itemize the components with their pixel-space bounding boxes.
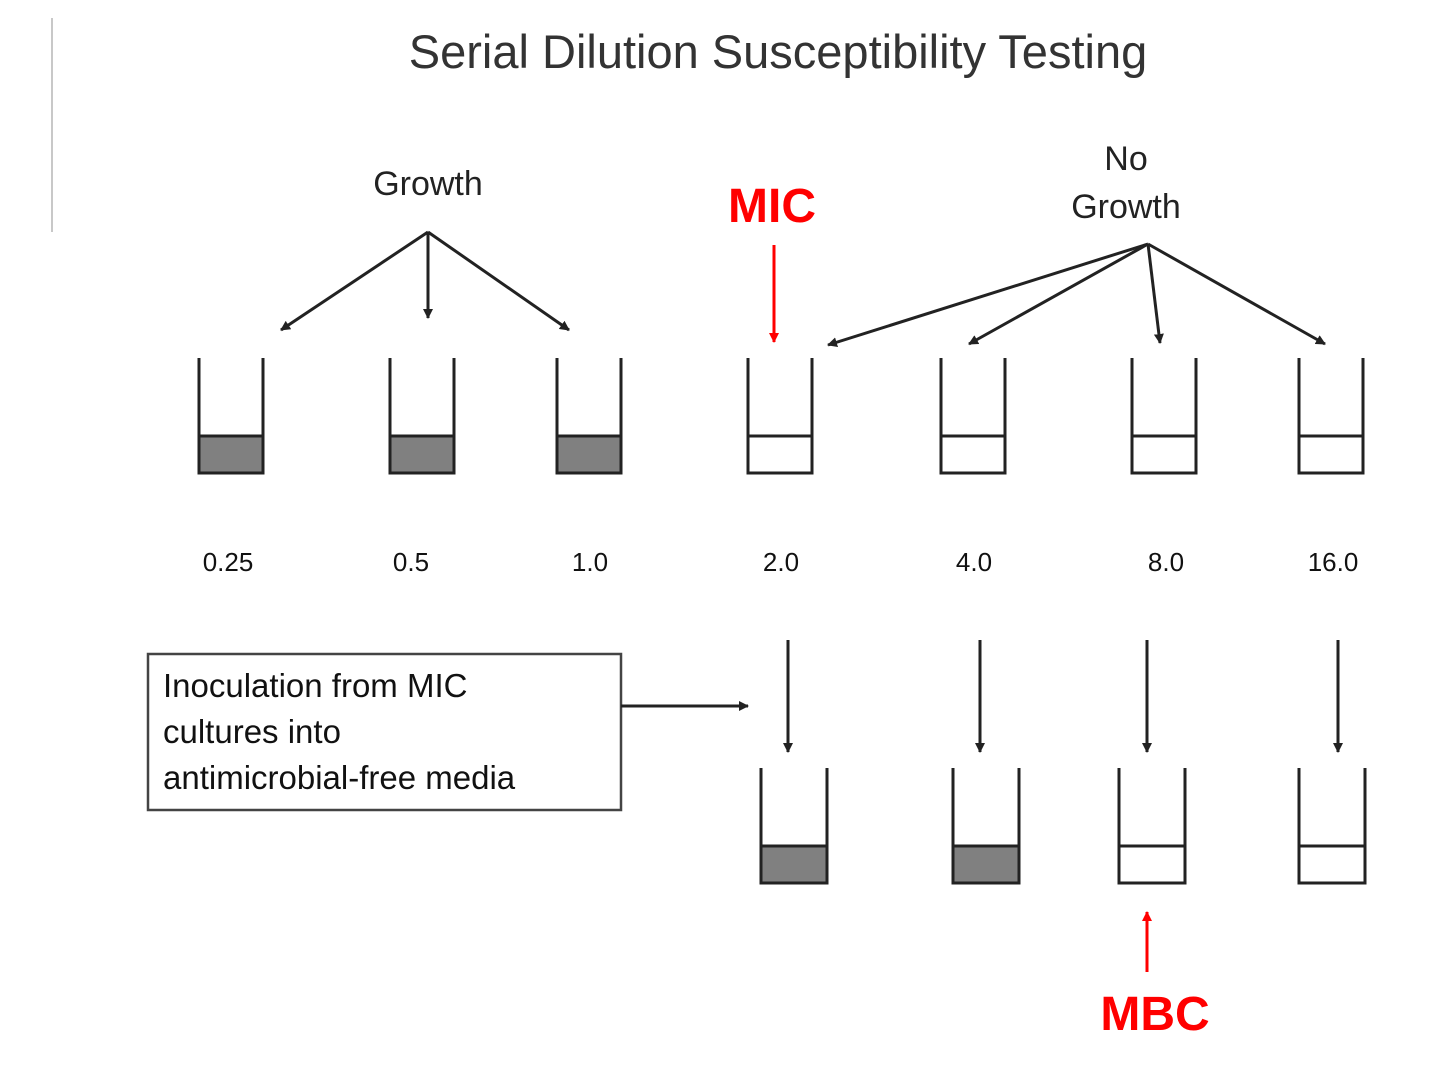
no-growth-arrow-1 [827,242,1149,348]
tube-outline [1130,358,1198,475]
clear-media [1297,434,1365,475]
bottom-tube-row [759,768,1367,885]
no-growth-arrow-2 [968,242,1149,346]
growth-arrows [280,230,570,332]
clear-media [939,434,1007,475]
concentration-label: 16.0 [1308,547,1359,577]
no-growth-label-line2: Growth [1071,188,1181,226]
tube-outline [1297,358,1365,475]
clear-media [746,434,814,475]
clear-media [1130,434,1198,475]
growth-media [951,844,1021,885]
concentration-label: 0.5 [393,547,429,577]
concentration-label: 4.0 [956,547,992,577]
top-tube-0.25 [197,358,265,475]
growth-label: Growth [373,165,483,203]
inoculation-box: Inoculation from MIC cultures into antim… [146,652,623,812]
concentration-label: 0.25 [203,547,254,577]
mic-label: MIC [728,180,816,233]
top-tube-8.0 [1130,358,1198,475]
growth-media [759,844,829,885]
top-tube-4.0 [939,358,1007,475]
tube-outline [1297,768,1367,885]
inoculation-text-line2: cultures into [163,713,341,750]
growth-media [197,434,265,475]
tube-outline [746,358,814,475]
top-tube-2.0 [746,358,814,475]
tube-outline [939,358,1007,475]
no-growth-arrow-4 [1147,242,1326,346]
inoculation-box-border [146,652,623,812]
bottom-tube-8.0 [1117,768,1187,885]
transfer-arrows [783,640,1343,753]
concentration-label: 2.0 [763,547,799,577]
growth-media [555,434,623,475]
concentration-label: 1.0 [572,547,608,577]
top-tube-row [197,358,1365,475]
top-tube-0.5 [388,358,456,475]
tube-outline [759,768,829,885]
tube-outline [388,358,456,475]
tube-outline [951,768,1021,885]
no-growth-label-line1: No [1104,140,1147,178]
concentration-label: 8.0 [1148,547,1184,577]
no-growth-arrows [827,242,1326,348]
diagram-title: Serial Dilution Susceptibility Testing [409,25,1147,78]
growth-media [388,434,456,475]
tube-outline [1117,768,1187,885]
clear-media [1117,844,1187,885]
top-tube-1.0 [555,358,623,475]
top-tube-16.0 [1297,358,1365,475]
bottom-tube-16.0 [1297,768,1367,885]
no-growth-arrow-3 [1146,243,1164,344]
inoculation-text-line1: Inoculation from MIC [163,667,467,704]
bottom-tube-4.0 [951,768,1021,885]
concentration-label-row: 0.25 0.5 1.0 2.0 4.0 8.0 16.0 [203,547,1359,577]
tube-outline [197,358,265,475]
growth-arrow-3 [427,230,570,332]
growth-arrow-1 [280,230,429,332]
clear-media [1297,844,1367,885]
mbc-label: MBC [1100,988,1209,1041]
tube-outline [555,358,623,475]
bottom-tube-2.0 [759,768,829,885]
inoculation-text-line3: antimicrobial-free media [163,759,516,796]
